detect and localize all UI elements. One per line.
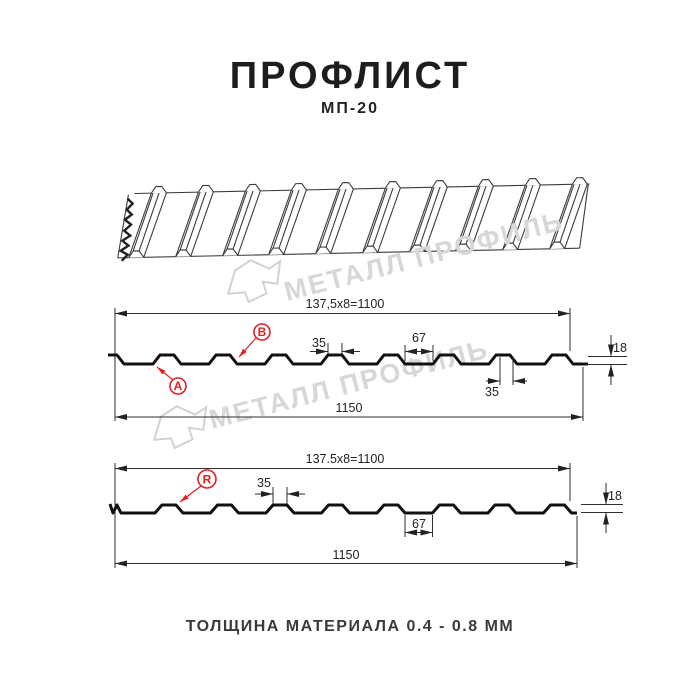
watermark-top: МЕТАЛЛ ПРОФИЛЬ xyxy=(223,206,567,307)
dim-profile-height: 18 xyxy=(613,341,627,355)
watermark-text: МЕТАЛЛ ПРОФИЛЬ xyxy=(206,334,492,435)
dim-crest-width: 35 xyxy=(257,476,271,490)
dim-crest-width: 35 xyxy=(312,336,326,350)
cross-section-back: 137.5x8=1100 35 R 67 1150 18 xyxy=(108,452,623,568)
dim-width-formula: 137,5x8=1100 xyxy=(306,297,385,311)
dim-total-width: 1150 xyxy=(336,401,363,415)
page-title: ПРОФЛИСТ xyxy=(229,55,471,97)
sheet-3d-view xyxy=(117,176,590,262)
profile-model: МП-20 xyxy=(321,100,379,117)
point-a-label: A xyxy=(174,379,183,393)
dim-rib-base-width: 35 xyxy=(485,385,499,399)
point-b-marker xyxy=(253,323,271,341)
brand-logo-icon xyxy=(223,255,287,306)
dim-valley-width: 67 xyxy=(412,517,426,531)
point-b-label: B xyxy=(258,325,267,339)
material-thickness-note: ТОЛЩИНА МАТЕРИАЛА 0.4 - 0.8 ММ xyxy=(185,618,515,635)
dim-valley-width: 67 xyxy=(412,331,426,345)
profile-outline-back xyxy=(108,503,577,515)
brand-logo-icon xyxy=(149,401,213,452)
sheet-cut-edge xyxy=(118,197,135,262)
cross-section-front: 137,5x8=1100 35 67 B A 35 xyxy=(108,297,627,421)
profile-outline-front xyxy=(108,353,588,366)
dim-total-width: 1150 xyxy=(333,548,360,562)
dim-width-formula: 137.5x8=1100 xyxy=(306,452,385,466)
point-a-marker xyxy=(169,377,187,395)
point-r-label: R xyxy=(203,473,212,487)
dim-profile-height: 18 xyxy=(608,489,622,503)
point-r-marker xyxy=(197,469,217,489)
